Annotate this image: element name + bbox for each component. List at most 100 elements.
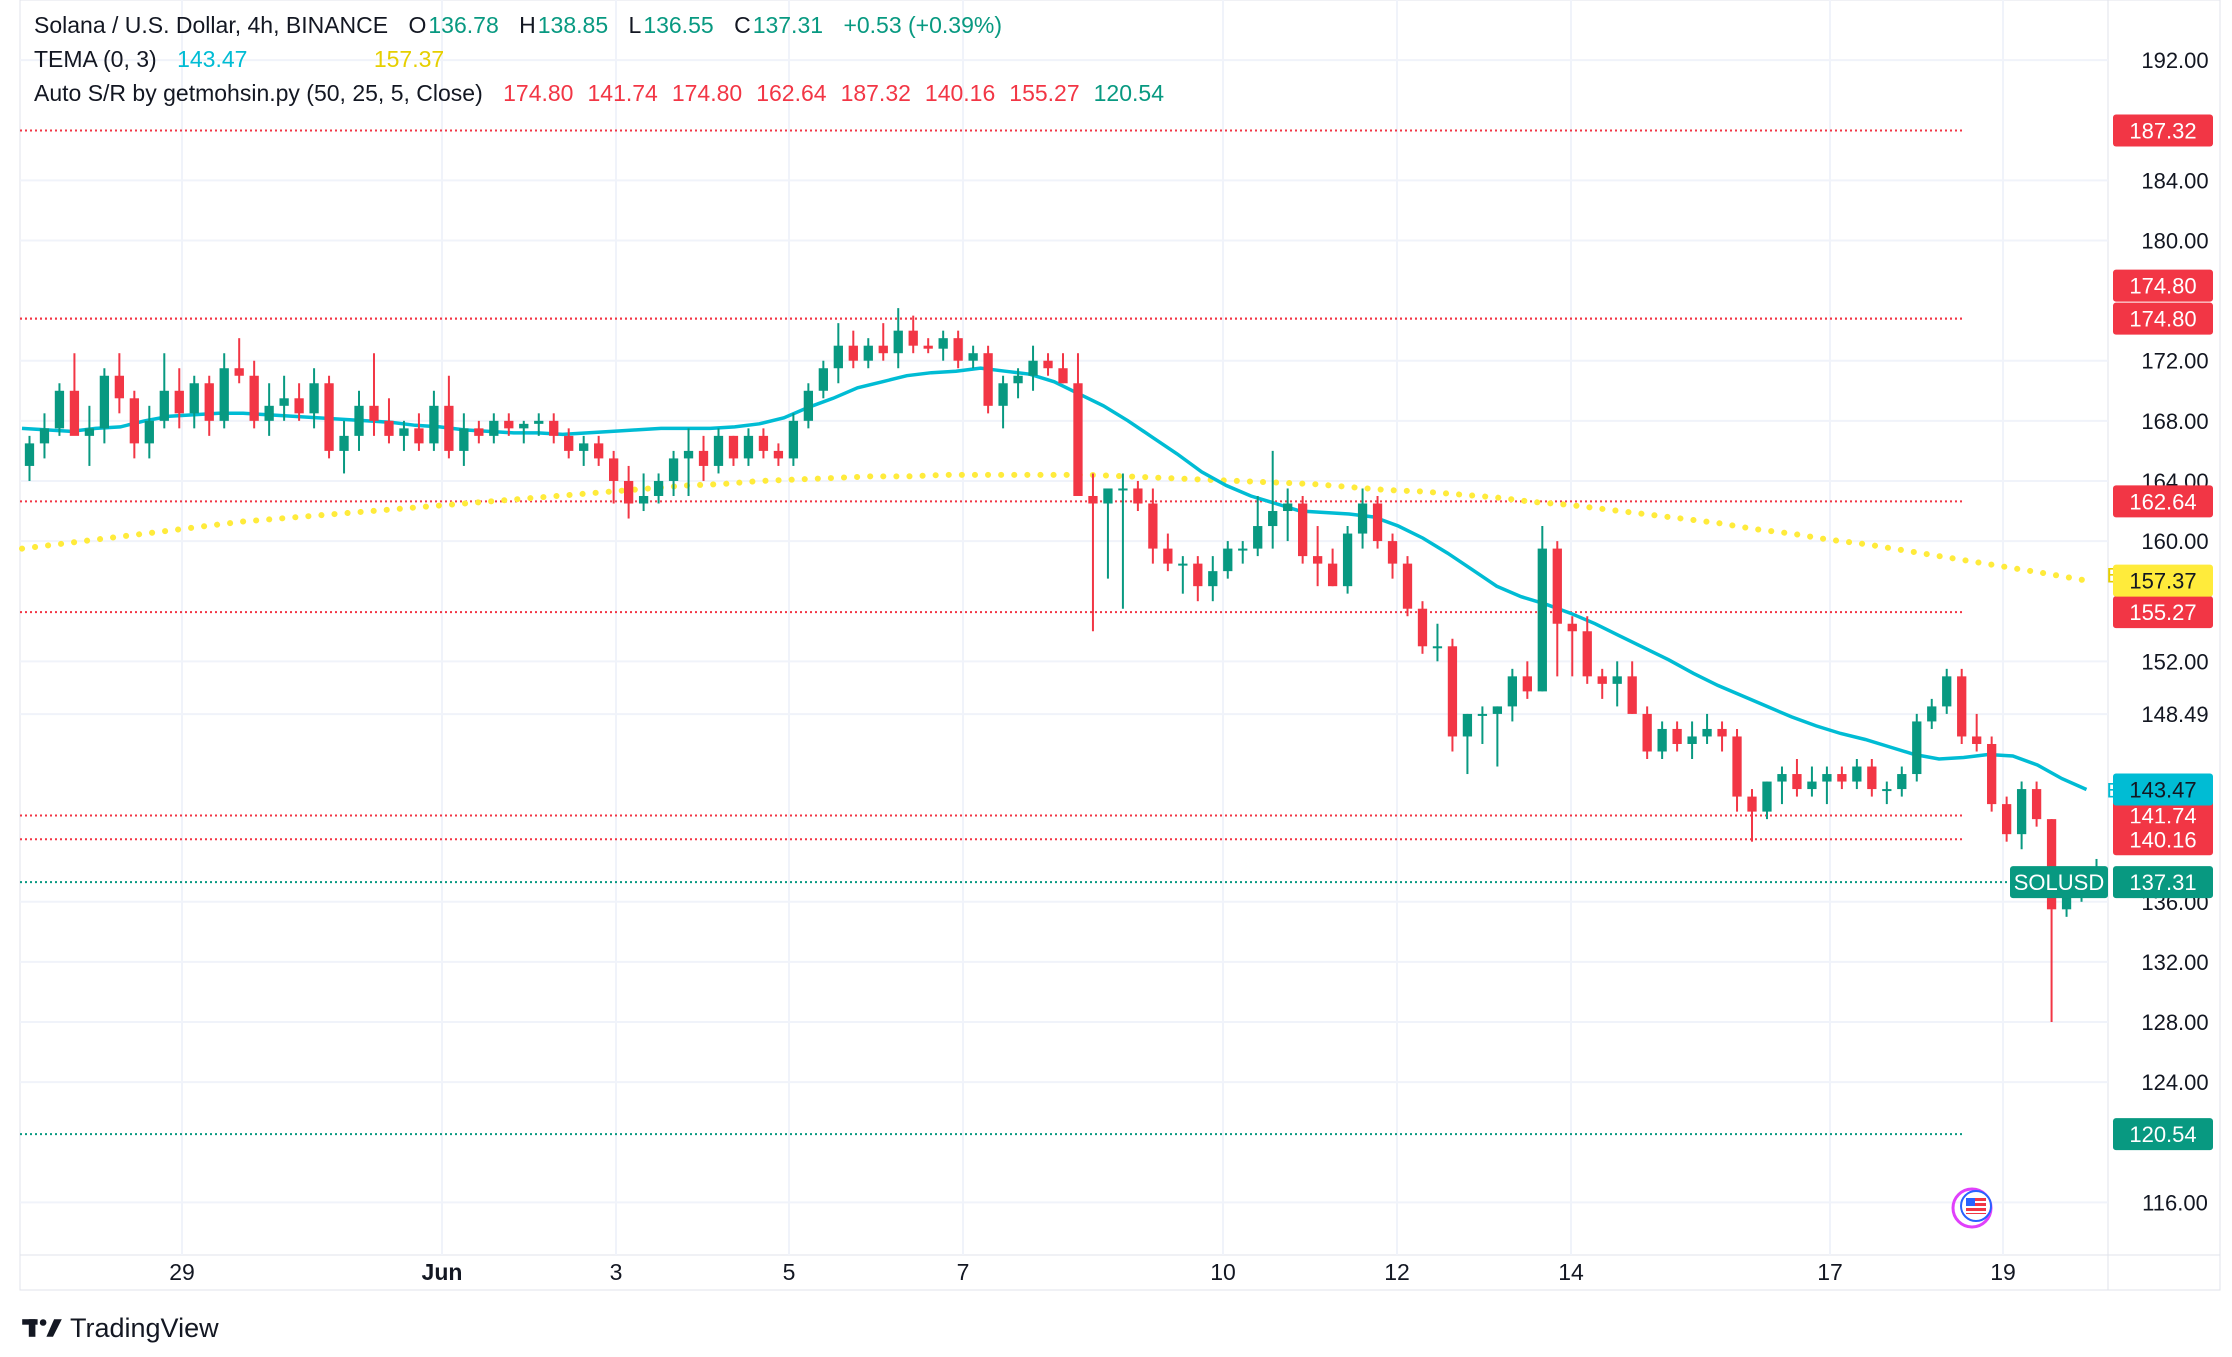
candle-body[interactable]: [399, 428, 409, 436]
candle-body[interactable]: [1148, 503, 1158, 549]
candle-body[interactable]: [668, 458, 679, 481]
candle-body[interactable]: [1582, 631, 1592, 677]
candle-body[interactable]: [534, 420, 544, 424]
candle-body[interactable]: [1942, 676, 1952, 707]
candle-body[interactable]: [429, 405, 439, 444]
candle-body[interactable]: [1612, 676, 1622, 684]
candle-body[interactable]: [1957, 676, 1967, 737]
candle-body[interactable]: [728, 435, 739, 459]
symbol-row[interactable]: Solana / U.S. Dollar, 4h, BINANCE O136.7…: [34, 8, 1192, 42]
candle-body[interactable]: [549, 420, 559, 436]
candle-body[interactable]: [159, 390, 169, 421]
candle-body[interactable]: [1088, 495, 1098, 504]
candle-body[interactable]: [279, 398, 289, 406]
candle-body[interactable]: [309, 383, 319, 414]
candle-body[interactable]: [84, 428, 95, 436]
candle-body[interactable]: [2016, 789, 2027, 835]
candle-body[interactable]: [1567, 623, 1577, 632]
candle-body[interactable]: [1043, 360, 1053, 369]
candle-body[interactable]: [2061, 894, 2072, 910]
candle-body[interactable]: [1867, 766, 1877, 790]
candle-body[interactable]: [1013, 375, 1023, 384]
candle-body[interactable]: [1163, 548, 1173, 564]
candle-body[interactable]: [1447, 646, 1458, 737]
candle-body[interactable]: [1927, 706, 1937, 722]
candle-body[interactable]: [1732, 736, 1742, 797]
candle-body[interactable]: [1477, 713, 1488, 716]
us-flag-event-icon[interactable]: [1951, 1187, 1993, 1229]
candle-body[interactable]: [1312, 556, 1323, 564]
candle-body[interactable]: [938, 338, 948, 349]
candle-body[interactable]: [54, 390, 65, 429]
candle-body[interactable]: [1597, 676, 1607, 684]
candle-body[interactable]: [908, 330, 918, 346]
candle-body[interactable]: [1672, 728, 1682, 744]
candle-body[interactable]: [579, 443, 589, 451]
candlesticks[interactable]: [24, 308, 2102, 1023]
candle-body[interactable]: [1327, 563, 1338, 587]
candle-body[interactable]: [1657, 728, 1667, 752]
candle-body[interactable]: [1882, 789, 1892, 792]
candle-body[interactable]: [1837, 774, 1847, 782]
candle-body[interactable]: [1193, 563, 1203, 587]
candle-body[interactable]: [1402, 563, 1413, 609]
candle-body[interactable]: [219, 368, 229, 421]
candle-body[interactable]: [384, 420, 394, 436]
candle-body[interactable]: [1702, 728, 1712, 737]
candle-body[interactable]: [683, 450, 694, 459]
candle-body[interactable]: [1687, 736, 1697, 744]
candle-body[interactable]: [459, 428, 469, 451]
candle-body[interactable]: [1807, 781, 1817, 790]
candle-body[interactable]: [1298, 503, 1308, 557]
candle-body[interactable]: [638, 495, 649, 504]
candle-body[interactable]: [1552, 548, 1562, 624]
candle-body[interactable]: [234, 368, 244, 376]
candle-body[interactable]: [1387, 541, 1398, 564]
candle-body[interactable]: [249, 375, 259, 421]
candle-body[interactable]: [1223, 548, 1233, 572]
candle-body[interactable]: [1133, 488, 1143, 504]
candle-body[interactable]: [1492, 706, 1503, 714]
candle-body[interactable]: [39, 428, 50, 444]
symbol-title[interactable]: Solana / U.S. Dollar, 4h, BINANCE: [34, 12, 389, 38]
candle-body[interactable]: [983, 353, 993, 406]
candle-body[interactable]: [1268, 511, 1278, 527]
candle-body[interactable]: [1792, 774, 1802, 790]
candle-body[interactable]: [99, 375, 110, 429]
candle-body[interactable]: [848, 345, 858, 361]
candle-body[interactable]: [1972, 736, 1982, 744]
candle-body[interactable]: [1357, 503, 1368, 534]
candle-body[interactable]: [1762, 781, 1772, 812]
candle-body[interactable]: [444, 405, 454, 451]
candle-body[interactable]: [893, 330, 903, 354]
candle-body[interactable]: [339, 435, 349, 451]
candle-body[interactable]: [1283, 503, 1293, 512]
candle-body[interactable]: [1537, 548, 1547, 692]
candle-body[interactable]: [324, 383, 334, 451]
candle-body[interactable]: [1432, 646, 1443, 649]
candle-body[interactable]: [878, 345, 888, 354]
candle-body[interactable]: [189, 383, 199, 414]
candle-body[interactable]: [653, 480, 664, 496]
candle-body[interactable]: [998, 383, 1008, 406]
candle-body[interactable]: [414, 428, 424, 444]
candle-body[interactable]: [833, 345, 843, 369]
auto-sr-label[interactable]: Auto S/R by getmohsin.py (50, 25, 5, Clo…: [34, 80, 483, 106]
candle-body[interactable]: [1208, 571, 1218, 587]
candle-body[interactable]: [354, 405, 364, 436]
candle-body[interactable]: [1777, 774, 1787, 782]
candle-body[interactable]: [1507, 676, 1517, 707]
candle-body[interactable]: [564, 435, 574, 451]
candle-body[interactable]: [2046, 819, 2057, 910]
candle-body[interactable]: [1253, 526, 1263, 549]
candle-body[interactable]: [1987, 743, 1997, 805]
candle-body[interactable]: [204, 383, 214, 421]
candle-body[interactable]: [923, 345, 933, 349]
candle-body[interactable]: [504, 420, 514, 429]
candle-body[interactable]: [803, 390, 814, 421]
candle-body[interactable]: [1372, 503, 1383, 542]
candle-body[interactable]: [1073, 383, 1083, 496]
candle-body[interactable]: [519, 423, 529, 429]
candle-body[interactable]: [1912, 721, 1922, 775]
candle-body[interactable]: [1103, 488, 1113, 504]
